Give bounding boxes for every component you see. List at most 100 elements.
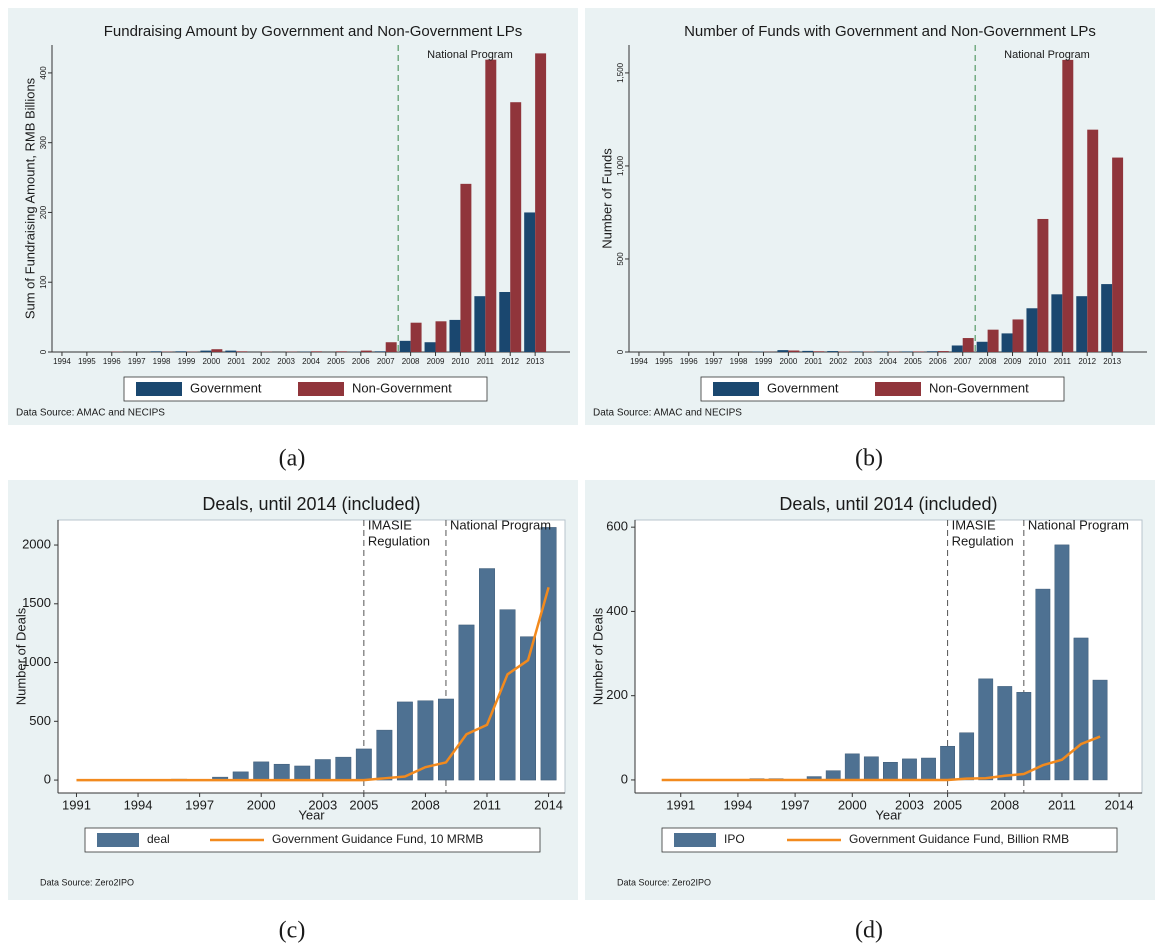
bar	[962, 338, 974, 352]
bar	[449, 319, 461, 352]
x-tick-label: 2014	[534, 797, 563, 812]
x-tick-label: 2003	[854, 357, 872, 366]
bar	[460, 183, 472, 352]
x-tick-label: 2012	[1078, 357, 1096, 366]
event-label: IMASIE	[368, 517, 412, 532]
bar	[788, 350, 800, 352]
y-tick-label: 300	[39, 135, 48, 149]
bar	[485, 59, 497, 352]
legend-label: IPO	[724, 832, 745, 846]
x-tick-label: 2009	[427, 357, 445, 366]
x-tick-label: 2005	[933, 797, 962, 812]
x-tick-label: 1994	[630, 357, 648, 366]
bar	[940, 745, 955, 781]
bar	[825, 770, 841, 781]
x-tick-label: 2004	[879, 357, 897, 366]
x-axis-label: Year	[298, 807, 325, 822]
bar	[1051, 294, 1063, 352]
bar	[877, 351, 888, 352]
x-tick-label: 2008	[402, 357, 420, 366]
bar	[499, 291, 511, 352]
y-tick-label: 0	[39, 349, 48, 354]
legend-swatch	[298, 382, 344, 396]
bar	[901, 351, 913, 352]
bar	[802, 350, 814, 352]
legend-label: Non-Government	[352, 380, 452, 395]
event-label: National Program	[427, 49, 513, 61]
event-label: National Program	[450, 517, 551, 532]
legend-swatch	[713, 382, 759, 396]
y-tick-label: 100	[39, 275, 48, 289]
bar	[211, 349, 223, 352]
legend-swatch	[136, 382, 182, 396]
y-tick-label: 500	[29, 713, 51, 728]
bar	[314, 759, 331, 781]
panel-background	[585, 8, 1155, 425]
bar	[396, 701, 413, 781]
y-axis-label: Number of Deals	[13, 607, 28, 705]
bar	[374, 351, 386, 352]
x-tick-label: 2005	[904, 357, 922, 366]
bar	[883, 761, 898, 781]
y-tick-label: 400	[39, 66, 48, 80]
x-tick-label: 2003	[895, 797, 924, 812]
source-note: Data Source: AMAC and NECIPS	[16, 408, 165, 419]
bar	[1112, 157, 1124, 352]
x-tick-label: 2008	[979, 357, 997, 366]
x-tick-label: 2008	[411, 797, 440, 812]
bar	[863, 756, 879, 781]
bar	[777, 350, 789, 352]
x-tick-label: 2012	[501, 357, 519, 366]
x-tick-label: 2006	[929, 357, 947, 366]
bar	[813, 351, 825, 352]
x-tick-label: 2000	[247, 797, 276, 812]
y-tick-label: 2000	[22, 536, 51, 551]
line	[661, 735, 1101, 782]
x-tick-label: 2000	[838, 797, 867, 812]
bar	[1054, 544, 1070, 781]
bar	[912, 351, 924, 352]
x-tick-label: 2002	[829, 357, 847, 366]
y-tick-label: 0	[44, 772, 51, 787]
legend-label: Government Guidance Fund, Billion RMB	[849, 832, 1069, 846]
y-tick-label: 0	[616, 349, 625, 354]
bar	[978, 678, 994, 781]
x-tick-label: 2011	[477, 357, 495, 366]
y-tick-label: 500	[616, 252, 625, 266]
x-tick-label: 2011	[1054, 357, 1072, 366]
x-tick-label: 2010	[1029, 357, 1047, 366]
source-note: Data Source: Zero2IPO	[40, 877, 134, 887]
bar	[376, 729, 393, 781]
legend-label: deal	[147, 832, 170, 846]
x-tick-label: 2008	[990, 797, 1019, 812]
x-tick-label: 1999	[178, 357, 196, 366]
x-tick-label: 2005	[349, 797, 378, 812]
bar	[827, 351, 839, 352]
legend-box	[661, 827, 1118, 853]
bar	[360, 350, 372, 352]
bar	[1016, 692, 1032, 781]
y-tick-label: 1,500	[616, 62, 625, 83]
caption: (c)	[279, 918, 306, 944]
bar	[175, 351, 187, 352]
x-tick-label: 2013	[526, 357, 544, 366]
y-tick-label: 1500	[22, 595, 51, 610]
x-tick-label: 2013	[1103, 357, 1121, 366]
y-axis-label: Sum of Fundraising Amount, RMB Billions	[22, 77, 37, 319]
source-note: Data Source: Zero2IPO	[617, 877, 711, 887]
bar	[1012, 319, 1024, 352]
x-tick-label: 2000	[779, 357, 797, 366]
bar	[1101, 284, 1113, 352]
x-tick-label: 1997	[705, 357, 723, 366]
bar	[1035, 588, 1051, 781]
x-tick-label: 1994	[124, 797, 153, 812]
x-tick-label: 1997	[128, 357, 146, 366]
bar	[438, 698, 454, 781]
bar	[417, 700, 434, 781]
bar	[852, 351, 864, 352]
bar	[499, 609, 516, 781]
bar	[1092, 679, 1108, 781]
x-tick-label: 1997	[781, 797, 810, 812]
legend-swatch	[674, 833, 716, 847]
